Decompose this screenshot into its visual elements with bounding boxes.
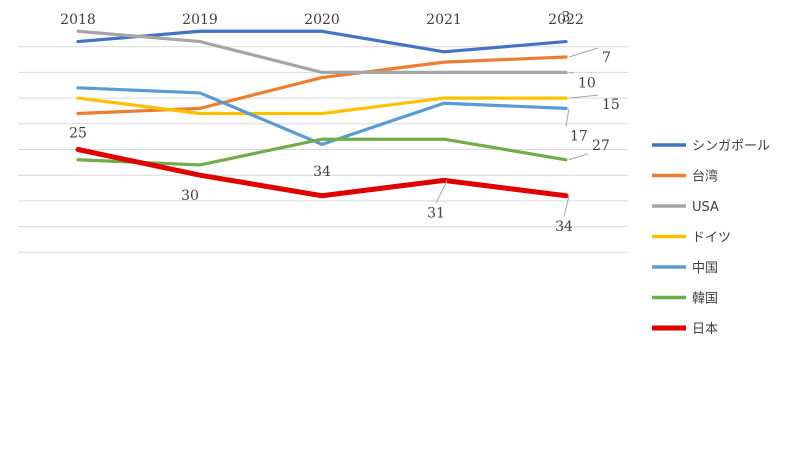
series-line: [76, 137, 568, 167]
x-axis-tick-labels: 2018 2019 2020 2021 2022: [60, 12, 584, 28]
data-label: 10: [578, 75, 596, 91]
data-label: 17: [570, 128, 588, 144]
legend-label: ドイツ: [692, 231, 731, 246]
legend-label: 韓国: [692, 292, 718, 307]
data-label: 27: [592, 138, 610, 154]
data-label: 34: [313, 164, 331, 180]
data-label: 34: [555, 219, 573, 235]
data-label: 25: [69, 126, 87, 142]
data-label-leader: [568, 94, 599, 99]
legend-label: シンガポール: [692, 139, 770, 154]
series-line: [76, 29, 568, 75]
series-line: [76, 86, 568, 146]
x-tick-label: 2019: [182, 12, 218, 28]
legend-label: USA: [692, 200, 719, 215]
data-label: 15: [602, 97, 620, 113]
data-label-leader: [568, 47, 599, 58]
x-tick-label: 2018: [60, 12, 96, 28]
x-tick-label: 2021: [426, 12, 462, 28]
legend-label: 中国: [692, 261, 718, 276]
data-label-leader: [435, 180, 448, 204]
series-line: [76, 29, 568, 54]
series-lines: [75, 29, 569, 199]
data-label-leader: [568, 71, 575, 74]
data-label-leader: [563, 195, 570, 217]
legend-label: 台湾: [692, 169, 718, 185]
data-label: 3: [562, 10, 571, 26]
series-line: [76, 55, 568, 116]
legend-label: 日本: [692, 322, 718, 337]
series-line: [75, 147, 569, 199]
data-label-leader: [565, 108, 570, 127]
data-label-leader: [568, 153, 589, 161]
x-tick-label: 2020: [304, 12, 340, 28]
data-label: 7: [602, 50, 611, 66]
data-label: 30: [181, 188, 199, 204]
gridlines: [18, 46, 628, 253]
series-line: [76, 96, 568, 116]
data-label: 31: [427, 205, 445, 221]
x-tick-label: 2022: [548, 12, 584, 28]
